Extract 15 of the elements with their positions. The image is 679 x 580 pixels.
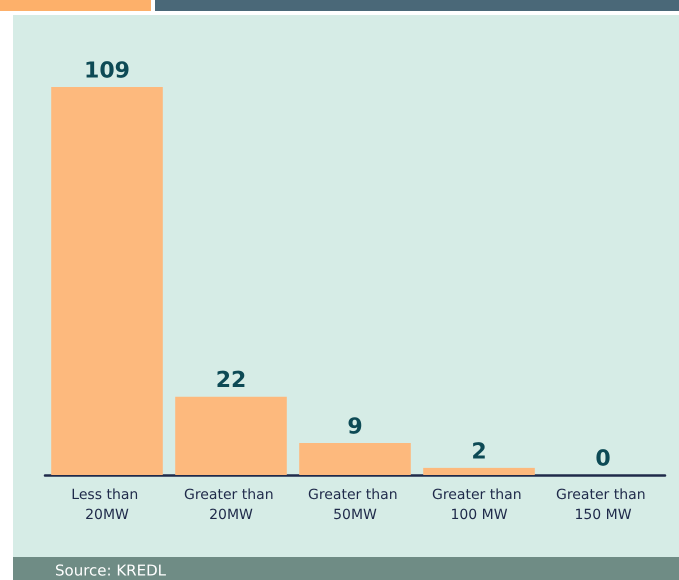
- data-label: 9: [347, 414, 363, 440]
- x-tick-label: Less than 20MW: [71, 487, 143, 523]
- source-note: Source: KREDL: [55, 562, 167, 580]
- data-label: 0: [595, 446, 611, 472]
- bar: [299, 442, 411, 475]
- x-tick-label: Greater than 100 MW: [432, 487, 526, 523]
- data-label: 109: [84, 58, 130, 84]
- bar: [423, 468, 535, 475]
- bar: [175, 396, 287, 475]
- x-tick-label: Greater than 20MW: [184, 487, 278, 523]
- x-tick-label: Greater than 50MW: [308, 487, 402, 523]
- bar: [51, 87, 163, 475]
- x-tick-label: Greater than 150 MW: [556, 487, 650, 523]
- data-label: 2: [471, 439, 487, 464]
- data-label: 22: [216, 368, 246, 394]
